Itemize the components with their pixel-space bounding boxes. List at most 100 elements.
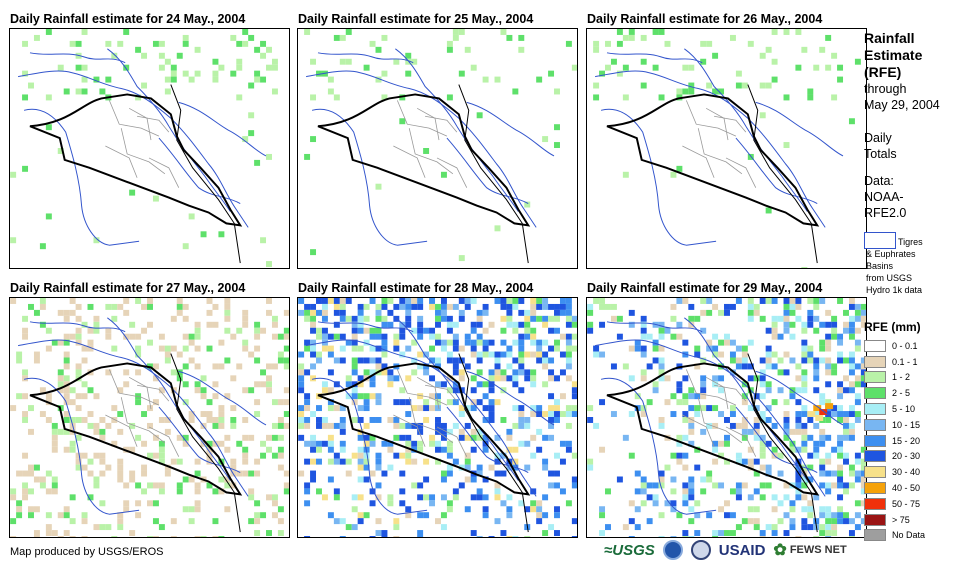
legend-item: 40 - 50 (864, 480, 925, 496)
district-line (120, 128, 166, 175)
legend-label: 15 - 20 (892, 435, 921, 446)
river-line (178, 101, 267, 157)
legend-item: 5 - 10 (864, 401, 925, 417)
rainfall-map-25 (297, 28, 578, 269)
river-line (684, 317, 808, 481)
district-line (705, 107, 729, 141)
heading-line: (RFE) (864, 64, 902, 80)
legend-label: 0 - 0.1 (892, 340, 918, 351)
district-line (697, 128, 743, 175)
fews-net-logo: ✿ FEWS NET (773, 540, 846, 560)
basin-legend-text: Tigres & Euphrates Basins from USGS Hydr… (866, 236, 966, 296)
river-line (317, 52, 414, 64)
legend-label: 40 - 50 (892, 483, 921, 494)
district-line (393, 145, 426, 178)
district-line (137, 384, 170, 402)
totals-line: Daily (864, 131, 892, 145)
river-line (755, 101, 844, 157)
legend-swatch (864, 434, 886, 447)
sidebar-heading: Rainfall Estimate (RFE) through May 29, … (864, 30, 940, 113)
river-line (18, 339, 249, 497)
legend-label: 1 - 2 (892, 372, 911, 383)
international-border (170, 353, 241, 533)
river-line (446, 406, 529, 473)
map-svg (587, 298, 866, 537)
through-label: through (864, 82, 907, 96)
legend-label: 2 - 5 (892, 388, 911, 399)
country-boundary (29, 362, 243, 496)
river-line (735, 137, 818, 204)
basin-line: & Euphrates (866, 249, 916, 259)
river-line (595, 339, 826, 497)
district-line (725, 426, 757, 457)
rainfall-cells (10, 298, 289, 537)
district-line (120, 397, 166, 444)
district-line (714, 384, 747, 402)
international-border (170, 84, 241, 264)
country-boundary (606, 362, 820, 496)
panel-title-24: Daily Rainfall estimate for 24 May., 200… (10, 12, 246, 26)
seal-icon (690, 540, 711, 560)
district-line (396, 100, 448, 137)
leaf-icon: ✿ (773, 542, 787, 559)
district-line (682, 145, 715, 178)
rainfall-cells (298, 298, 577, 537)
basin-legend-swatch (864, 232, 896, 249)
river-line (395, 48, 519, 212)
map-svg (10, 29, 278, 268)
rainfall-map-29 (586, 297, 867, 538)
district-line (697, 397, 743, 444)
district-line (396, 369, 448, 406)
totals-line: Totals (864, 147, 897, 161)
legend-swatch (864, 339, 886, 352)
noaa-logo-icon (662, 540, 683, 560)
panel-title-27: Daily Rainfall estimate for 27 May., 200… (10, 281, 246, 295)
legend-label: 5 - 10 (892, 404, 916, 415)
district-line (408, 128, 454, 175)
district-line (148, 157, 180, 188)
river-line (107, 317, 231, 481)
river-line (18, 70, 249, 228)
district-line (685, 100, 737, 137)
river-line (158, 406, 241, 473)
river-line (595, 70, 826, 228)
legend-item: 20 - 30 (864, 449, 925, 465)
panel-title-25: Daily Rainfall estimate for 25 May., 200… (298, 12, 534, 26)
district-line (416, 107, 440, 141)
river-line (107, 48, 231, 212)
data-line: RFE2.0 (864, 206, 907, 220)
international-border (458, 84, 529, 264)
international-border (747, 353, 818, 533)
country-boundary (606, 93, 820, 227)
district-line (425, 115, 458, 133)
river-line (735, 406, 818, 473)
basin-line: Basins (866, 261, 894, 271)
map-svg (10, 298, 289, 537)
panel-title-28: Daily Rainfall estimate for 28 May., 200… (298, 281, 534, 295)
rainfall-map-27 (9, 297, 290, 538)
country-boundary (317, 93, 531, 227)
international-border (458, 353, 529, 533)
legend-label: 0.1 - 1 (892, 356, 918, 367)
legend-swatch (864, 513, 886, 526)
date-label: May 29, 2004 (864, 98, 940, 112)
river-line (395, 317, 519, 481)
river-line (684, 48, 808, 212)
legend-swatch (864, 466, 886, 479)
map-svg (298, 298, 577, 537)
rainfall-map-24 (9, 28, 290, 269)
heading-line: Estimate (864, 47, 923, 63)
river-line (158, 137, 241, 204)
river-line (600, 108, 717, 246)
district-line (105, 145, 138, 178)
river-line (29, 321, 126, 333)
heading-line: Rainfall (864, 30, 915, 46)
usaid-logo: USAID (718, 541, 766, 559)
district-line (408, 397, 454, 444)
legend-swatch (864, 418, 886, 431)
international-border (747, 84, 818, 264)
map-svg (304, 29, 577, 264)
rainfall-cells (304, 29, 577, 262)
map-svg (593, 29, 861, 268)
legend-swatch (864, 371, 886, 384)
